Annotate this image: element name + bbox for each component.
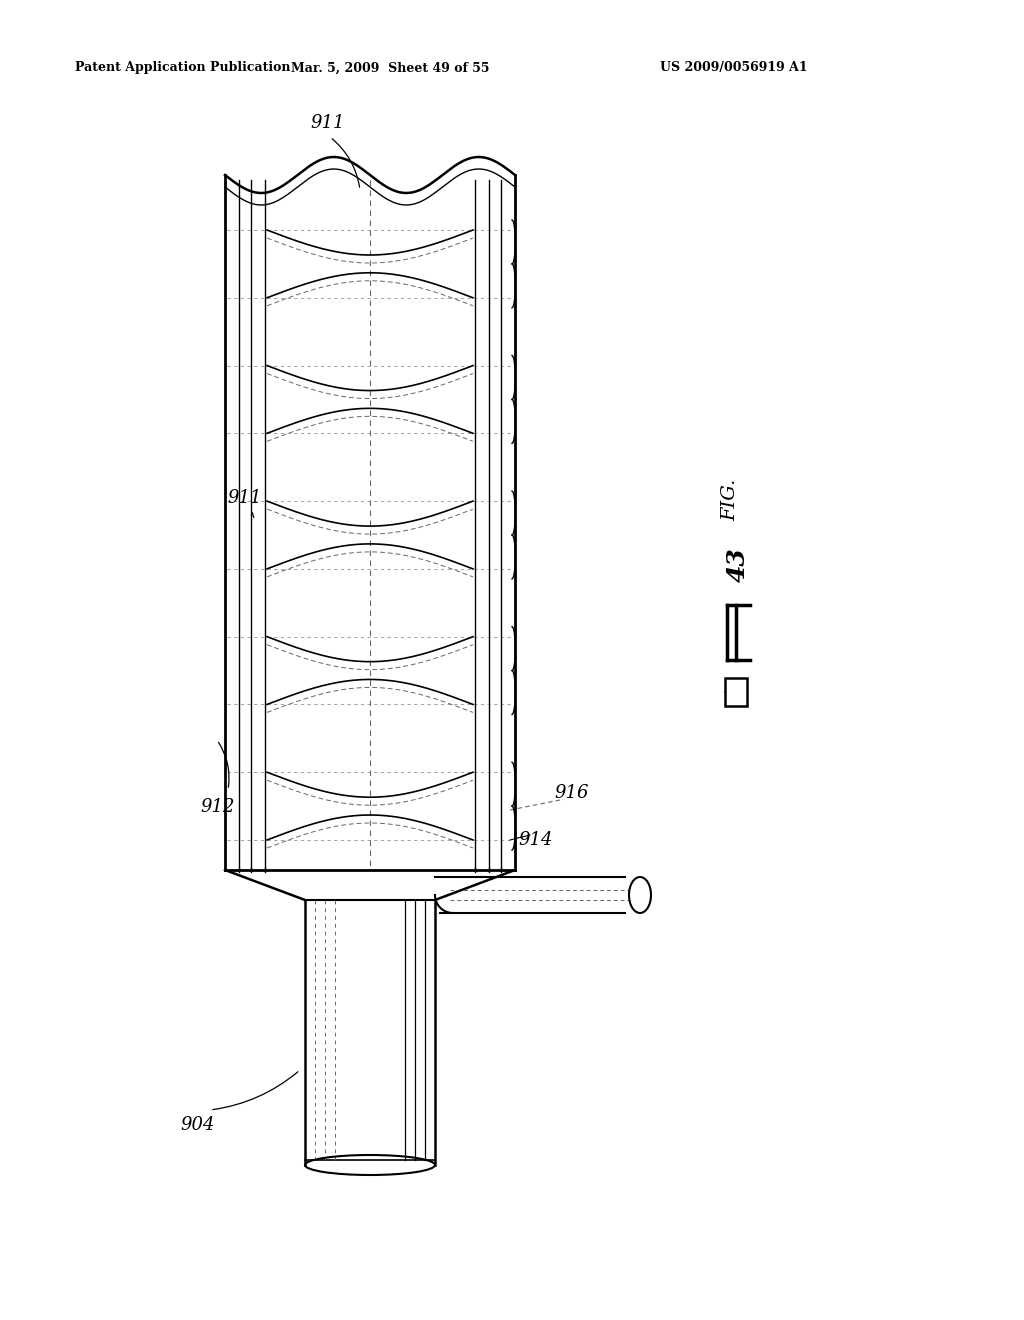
Text: 911: 911 xyxy=(227,488,262,507)
Bar xyxy=(725,678,746,706)
Text: 43: 43 xyxy=(726,548,750,582)
Text: FIG.: FIG. xyxy=(721,479,739,521)
Text: 916: 916 xyxy=(555,784,589,803)
Ellipse shape xyxy=(629,876,651,913)
Text: Patent Application Publication: Patent Application Publication xyxy=(75,62,291,74)
Text: US 2009/0056919 A1: US 2009/0056919 A1 xyxy=(660,62,808,74)
Text: 904: 904 xyxy=(181,1115,215,1134)
Text: 912: 912 xyxy=(201,799,236,816)
Text: Mar. 5, 2009  Sheet 49 of 55: Mar. 5, 2009 Sheet 49 of 55 xyxy=(291,62,489,74)
Text: 911: 911 xyxy=(310,114,345,132)
Text: 914: 914 xyxy=(519,832,553,849)
